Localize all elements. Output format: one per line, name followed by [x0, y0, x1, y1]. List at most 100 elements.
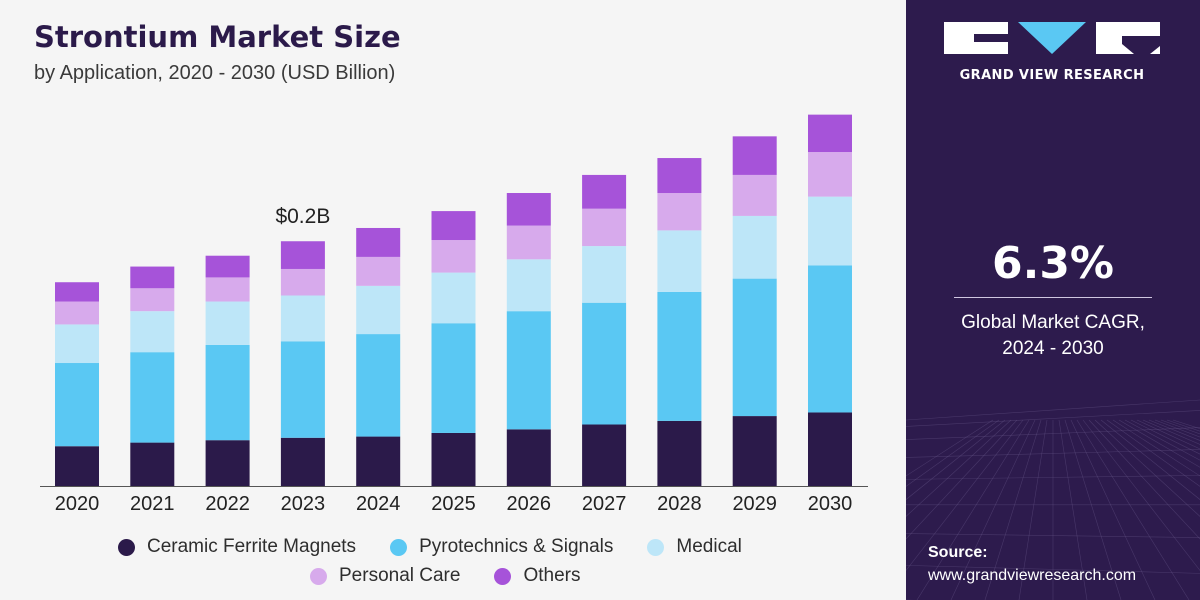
bar-segment: [280, 268, 325, 296]
grid-line: [1064, 419, 1122, 600]
bar-segment: [205, 301, 250, 345]
bar-segment: [657, 158, 702, 194]
grid-line: [906, 419, 1006, 500]
grid-line: [1076, 419, 1190, 600]
bar-segment: [808, 114, 852, 153]
bar-segment: [280, 295, 325, 342]
grid-line: [984, 419, 1042, 600]
cagr-label-line-1: Global Market CAGR,: [961, 312, 1145, 333]
bar-segment: [130, 288, 175, 312]
gvr-logo-icon: [944, 22, 1160, 54]
bar-segment: [205, 255, 250, 278]
legend-label: Pyrotechnics & Signals: [419, 536, 614, 557]
brand-name: GRAND VIEW RESEARCH: [959, 68, 1145, 83]
x-tick-label: 2022: [205, 493, 250, 515]
grid-line: [906, 419, 1000, 487]
bar-segment: [657, 291, 702, 421]
bar-segment: [732, 416, 777, 486]
source-label: Source:: [928, 544, 988, 561]
legend-item: Others: [494, 565, 580, 587]
cagr-value: 6.3%: [991, 238, 1115, 289]
grid-line: [1088, 419, 1200, 540]
bar-segment: [506, 225, 551, 260]
bar-segment: [582, 208, 627, 247]
grid-line: [1130, 419, 1200, 455]
grid-line: [906, 565, 1200, 574]
bar-segment: [431, 432, 476, 486]
bar-segment: [732, 215, 777, 279]
bar-segment: [356, 256, 401, 286]
chart-title: Strontium Market Size: [34, 20, 401, 54]
grid-line: [916, 419, 1030, 600]
x-tick-label: 2026: [507, 493, 552, 515]
grid-line: [906, 419, 1024, 571]
bar-segment: [808, 196, 852, 266]
bar-segment: [205, 344, 250, 441]
legend-item: Pyrotechnics & Signals: [390, 536, 613, 558]
info-sidebar: GRAND VIEW RESEARCH 6.3% Global Market C…: [906, 0, 1200, 600]
legend-item: Ceramic Ferrite Magnets: [118, 536, 356, 558]
grid-line: [906, 449, 1200, 458]
x-tick-label: 2023: [281, 493, 326, 515]
bar-segment: [431, 323, 476, 433]
bar-segment: [55, 282, 99, 302]
x-tick-label: 2028: [657, 493, 702, 515]
stacked-bar-chart: 2020 2021 2022 2023 $0.2B 2024 2025 2026 2027 202…: [40, 114, 868, 515]
bar-segment: [732, 278, 777, 417]
grid-line: [1058, 419, 1088, 600]
cagr-divider: [954, 297, 1152, 298]
legend-swatch-icon: [310, 567, 327, 585]
bar-segment: [280, 341, 325, 438]
x-tick-label: 2030: [808, 493, 853, 515]
legend-swatch-icon: [118, 538, 135, 556]
bar-segment: [808, 412, 852, 486]
grid-line: [1106, 419, 1200, 487]
bar-segment: [356, 227, 401, 257]
bar-segment: [280, 437, 325, 486]
wireframe-grid-decoration: [906, 399, 1200, 600]
legend-item: Medical: [647, 536, 742, 558]
bar-segment: [732, 174, 777, 216]
bar-segment: [582, 246, 627, 303]
bar-segment: [280, 241, 325, 269]
x-tick-label: 2027: [582, 493, 627, 515]
legend-label: Ceramic Ferrite Magnets: [147, 536, 357, 557]
grid-line: [906, 427, 1200, 440]
grid-line: [1124, 419, 1200, 461]
brand-logo: GRAND VIEW RESEARCH: [942, 20, 1162, 90]
x-tick-label: 2021: [130, 493, 175, 515]
bar-segment: [582, 174, 627, 209]
grid-line: [906, 475, 1200, 480]
bar-segment: [55, 324, 99, 364]
legend-swatch-icon: [647, 538, 665, 556]
bar-segment: [130, 442, 175, 486]
bar-segment: [431, 272, 476, 324]
bar-segment: [582, 302, 627, 425]
grid-line: [906, 399, 1200, 421]
bar-segment: [205, 440, 250, 486]
bar-segment: [130, 311, 175, 353]
legend-row: Ceramic Ferrite Magnets Pyrotechnics & Si…: [118, 534, 742, 560]
legend-label: Others: [523, 565, 581, 586]
grid-line: [906, 419, 994, 477]
grid-line: [1100, 419, 1200, 500]
bar-segment: [431, 211, 476, 241]
grid-line: [1070, 419, 1156, 600]
bar-segment: [506, 311, 551, 430]
legend-label: Medical: [676, 536, 742, 557]
x-tick-label: 2025: [431, 493, 476, 515]
grid-line: [906, 419, 1012, 517]
bar-segment: [582, 424, 627, 486]
bar-segment: [130, 266, 175, 289]
bar-segment: [356, 285, 401, 335]
bar-segment: [55, 446, 99, 486]
grid-line: [1118, 419, 1200, 468]
grid-line: [1094, 419, 1200, 517]
data-label: $0.2B: [275, 205, 330, 228]
chart-subtitle: by Application, 2020 - 2030 (USD Billion…: [34, 62, 396, 84]
cagr-label-line-2: 2024 - 2030: [1002, 338, 1104, 359]
grid-line: [906, 410, 1200, 427]
grid-line: [950, 419, 1036, 600]
source-url[interactable]: www.grandviewresearch.com: [928, 567, 1137, 584]
bar-segment: [356, 334, 401, 437]
